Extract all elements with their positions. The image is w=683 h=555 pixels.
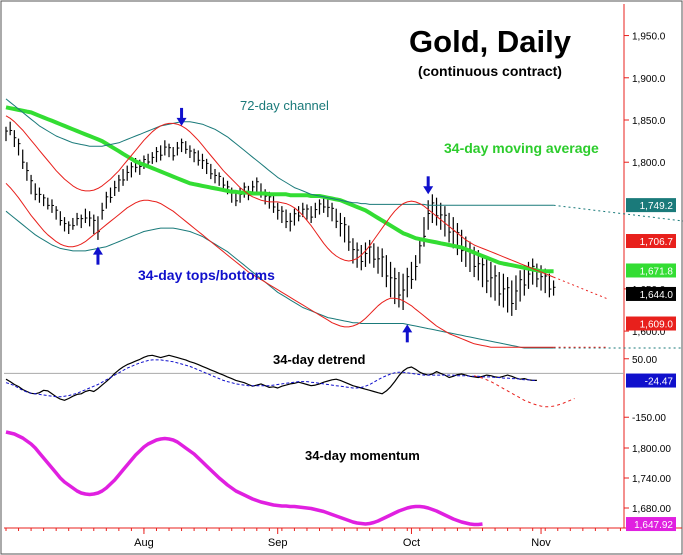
value-tag-box bbox=[626, 316, 676, 331]
value-tag-label: 1,749.2 bbox=[640, 201, 674, 212]
y-tick-label: 1,800.00 bbox=[632, 444, 671, 455]
34-day-envelope-upper-line bbox=[5, 115, 554, 278]
value-tag-box bbox=[626, 263, 676, 278]
arrow-up-icon bbox=[402, 324, 413, 343]
value-tag-label: 1,644.0 bbox=[640, 290, 674, 301]
value-tag-box bbox=[626, 198, 676, 213]
value-tag-label: 1,609.0 bbox=[640, 320, 674, 331]
value-tag-label: 1,671.8 bbox=[640, 266, 674, 277]
detrend-line bbox=[5, 354, 537, 401]
ma-label: 34-day moving average bbox=[444, 140, 599, 156]
34-day-envelope-upper-line-projection bbox=[553, 276, 609, 300]
y-tick-label: 50.00 bbox=[632, 355, 657, 366]
chart-subtitle: (continuous contract) bbox=[418, 63, 562, 79]
y-tick-label: 1,900.0 bbox=[632, 74, 666, 85]
value-tag-box bbox=[626, 286, 676, 301]
value-tag-box bbox=[626, 373, 676, 388]
x-tick-label: Oct bbox=[403, 537, 420, 549]
value-tag-label: 1,647.92 bbox=[634, 520, 673, 531]
detrend-projection-line bbox=[474, 375, 575, 408]
y-tick-label: 1,800.0 bbox=[632, 158, 666, 169]
x-tick-label: Sep bbox=[268, 537, 288, 549]
y-tick-label: 1,850.0 bbox=[632, 116, 666, 127]
72-day-channel-lower-line bbox=[5, 210, 554, 349]
value-tag-box bbox=[626, 234, 676, 249]
y-tick-label: 1,740.00 bbox=[632, 474, 671, 485]
channel-label: 72-day channel bbox=[240, 98, 329, 113]
value-tag-box bbox=[626, 517, 676, 532]
arrow-down-icon bbox=[176, 107, 187, 126]
y-tick-label: 1,950.0 bbox=[632, 32, 666, 43]
detrend-title: 34-day detrend bbox=[273, 352, 366, 367]
arrow-down-icon bbox=[423, 176, 434, 195]
detrend-smoothed-line bbox=[5, 359, 537, 398]
momentum-title: 34-day momentum bbox=[305, 448, 420, 463]
72-day-channel-upper-line bbox=[5, 98, 554, 206]
34-day-moving-average-line bbox=[5, 105, 554, 274]
arrow-up-icon bbox=[92, 246, 103, 265]
x-tick-label: Aug bbox=[134, 537, 154, 549]
y-tick-label: 1,680.00 bbox=[632, 504, 671, 515]
72-day-channel-upper-line-projection bbox=[553, 204, 683, 222]
value-tag-label: -24.47 bbox=[645, 377, 674, 388]
value-tag-label: 1,706.7 bbox=[640, 237, 674, 248]
34-day-envelope-lower-line bbox=[5, 182, 554, 348]
momentum-line bbox=[5, 430, 483, 527]
y-tick-label: -150.00 bbox=[632, 413, 666, 424]
chart-title: Gold, Daily bbox=[409, 24, 572, 59]
tops-bottoms-label: 34-day tops/bottoms bbox=[138, 267, 275, 283]
x-tick-label: Nov bbox=[531, 537, 551, 549]
y-tick-label: 1,600.0 bbox=[632, 327, 666, 338]
